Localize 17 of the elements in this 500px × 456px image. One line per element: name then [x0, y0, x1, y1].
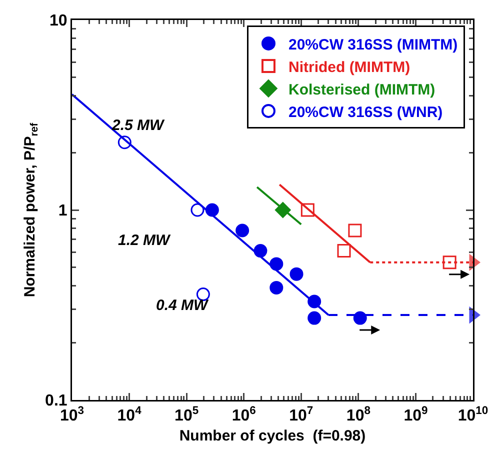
annotation: 2.5 MW	[111, 117, 166, 134]
annotation: 0.4 MW	[156, 297, 210, 314]
y-tick-label: 10	[50, 12, 68, 30]
x-tick-label: 10$^{5}$	[174, 404, 199, 425]
x-tick-label: 10$^{8}$	[346, 404, 370, 425]
x-tick-label: 10$^{10}$	[458, 404, 488, 425]
legend-label: Kolsterised (MIMTM)	[288, 81, 436, 98]
x-axis-title: Number of cycles (f=0.98)	[179, 427, 366, 444]
legend-label: 20%CW 316SS (MIMTM)	[288, 36, 458, 54]
y-tick-label: 1	[58, 202, 68, 220]
x-tick-label: 10$^{4}$	[117, 404, 142, 425]
legend-label: Nitrided (MIMTM)	[288, 58, 410, 76]
legend-label: 20%CW 316SS (WNR)	[288, 104, 443, 121]
x-tick-label: 10$^{7}$	[289, 404, 314, 425]
annotation: 1.2 MW	[118, 232, 172, 249]
x-tick-label: 10$^{9}$	[404, 404, 428, 425]
x-tick-label: 10$^{6}$	[232, 404, 256, 425]
